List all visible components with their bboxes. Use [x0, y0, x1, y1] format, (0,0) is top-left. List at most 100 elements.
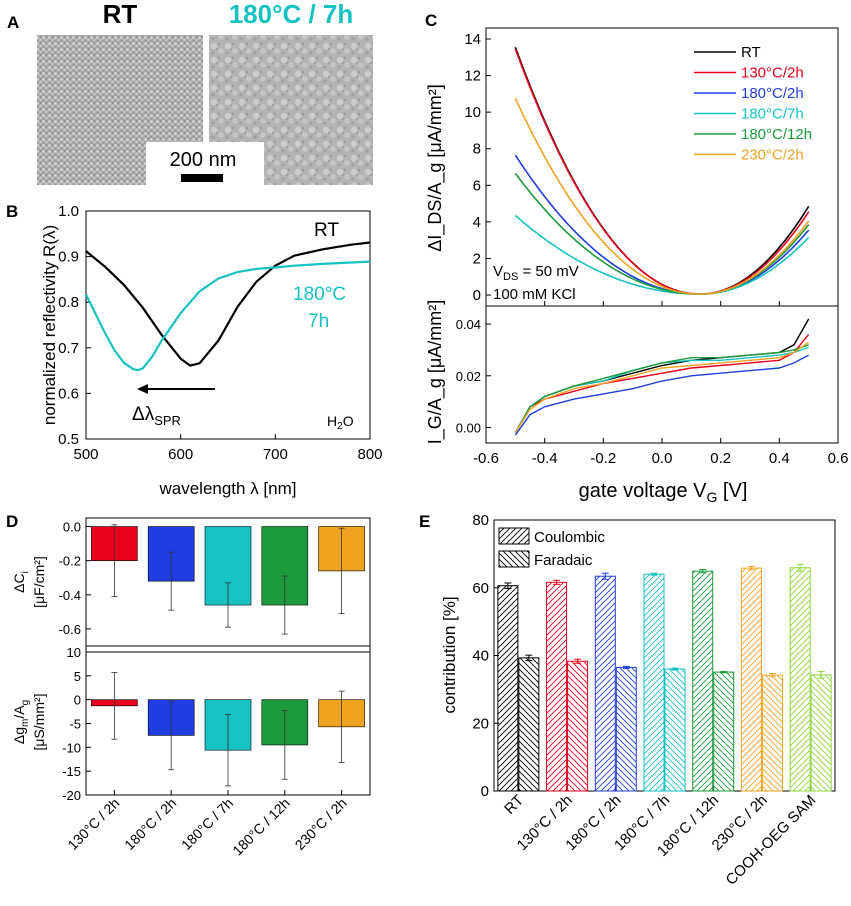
xlabel-d-3: 180°C / 12h: [229, 795, 293, 859]
ytick-label-d-bottom: 5: [74, 669, 81, 684]
ytick-label-b: 0.7: [58, 340, 79, 357]
xtick-label-b: 700: [263, 446, 288, 463]
ytick-label-c-top: 0: [473, 287, 481, 304]
xtick-label-c: -0.6: [473, 450, 499, 467]
series-line-b-1: [85, 260, 371, 372]
ytick-label-c-top: 6: [473, 177, 481, 194]
legend-label-c-c130: 130°C/2h: [741, 65, 804, 82]
ylabel-b: normalized reflectivity R(λ): [40, 225, 59, 425]
scale-bar-label: 200 nm: [170, 149, 237, 171]
ytick-label-c-bottom: 0.04: [456, 317, 481, 332]
legend-e: Coulombic Faradaic: [498, 527, 605, 569]
medium-label: H2O: [327, 413, 354, 432]
axis-ticks-d: 0.0 -0.2 -0.4 -0.6 10 5 0 -5 -10 -15 -20: [59, 520, 343, 803]
xtick-label-c: 0.2: [710, 450, 731, 467]
ytick-label-c-top: 14: [464, 31, 481, 48]
bar-e-faradaic-2: [615, 666, 637, 792]
xlabel-d-1: 180°C / 2h: [121, 795, 179, 853]
bar-e-faradaic-0: [518, 657, 540, 792]
bar-e-coulombic-0: [497, 585, 519, 792]
legend-label-e-0: Coulombic: [534, 529, 605, 546]
xlabel-b: wavelength λ [nm]: [158, 479, 296, 498]
series-c-bottom: [514, 318, 810, 436]
bar-e-coulombic-3: [643, 573, 665, 792]
ylabel-c-bottom: I_G/A_g [μA/mm²]: [425, 300, 446, 444]
bar-e-faradaic-5: [761, 674, 783, 792]
bar-e-coulombic-5: [740, 567, 762, 792]
panel-d: D 0.0 -0.2 -0.4 -0.6 10 5 0 -5 -10 -15 -20 ΔCi [μF…: [6, 512, 371, 859]
ytick-label-e: 60: [472, 580, 489, 597]
ylabel-d-top-1: ΔCi: [11, 571, 31, 593]
xlabel-d-2: 180°C / 7h: [178, 795, 236, 853]
ytick-label-c-bottom: 0.02: [456, 369, 481, 384]
bar-e-coulombic-2: [594, 575, 616, 792]
series-c-top: [514, 46, 810, 295]
shift-arrow-head: [137, 384, 148, 394]
bar-e-faradaic-4: [713, 671, 735, 792]
panel-c-label: C: [425, 11, 437, 30]
xtick-label-c: -0.2: [590, 450, 616, 467]
ytick-label-e: 0: [481, 783, 489, 800]
gate-curve-c-c180_2h: [514, 354, 810, 436]
bars-d: [91, 524, 365, 787]
ytick-label-e: 20: [472, 715, 489, 732]
panel-d-label: D: [6, 512, 18, 531]
curve-c-c230: [514, 98, 810, 295]
annotation-annealed-2: 7h: [308, 311, 329, 332]
curve-c-c180_7h: [514, 214, 810, 295]
gate-curve-c-c130: [514, 333, 810, 434]
legend-label-c-c180_7h: 180°C/7h: [741, 106, 804, 123]
kcl-label: 100 mM KCl: [493, 286, 576, 303]
ytick-label-e: 80: [472, 512, 489, 529]
ytick-label-c-top: 4: [473, 214, 481, 231]
curve-c-c180_12h: [514, 172, 810, 295]
xtick-label-c: 0.4: [769, 450, 790, 467]
panel-b: B 0.5 0.6 0.7 0.8 0.9 1.0 500 600 700 800 normali…: [6, 202, 383, 498]
annotation-rt: RT: [314, 220, 339, 241]
bar-e-coulombic-1: [546, 581, 568, 792]
series-b: [85, 241, 371, 372]
ytick-label-d-bottom: 10: [67, 645, 81, 660]
xlabel-c: gate voltage VG [V]: [579, 480, 748, 505]
annotation-annealed-1: 180°C: [293, 284, 346, 305]
plot-gap-d: [87, 647, 369, 651]
xtick-label-c: 0.6: [828, 450, 849, 467]
ytick-label-c-top: 12: [464, 68, 481, 85]
ytick-label-d-top: -0.4: [59, 588, 81, 603]
ylabel-d-bottom-1: Δgm/Ag: [11, 700, 31, 744]
shift-annotation: ΔλSPR: [132, 404, 181, 428]
ytick-label-d-bottom: 0: [74, 693, 81, 708]
bar-e-coulombic-4: [692, 570, 714, 792]
xtick-label-c: 0.0: [652, 450, 673, 467]
ylabel-d-top-2: [μF/cm²]: [31, 556, 47, 608]
axis-ticks-b: 0.5 0.6 0.7 0.8 0.9 1.0 500 600 700 800: [58, 203, 382, 463]
series-line-b-0: [85, 241, 371, 367]
ylabel-e: contribution [%]: [440, 596, 459, 713]
ytick-label-d-bottom: -20: [62, 788, 81, 803]
ytick-label-b: 1.0: [58, 203, 79, 220]
ytick-label-e: 40: [472, 648, 489, 665]
gate-curve-c-rt: [514, 318, 810, 434]
ytick-label-b: 0.5: [58, 431, 79, 448]
ytick-label-d-bottom: -5: [69, 717, 81, 732]
bar-e-faradaic-6: [810, 674, 832, 792]
panel-c: C 0 2 4 6 8 10 12 14 0.00 0.02 0.04 -0.6 -0.4 -0.2 0.0…: [425, 11, 848, 505]
ytick-label-d-top: 0.0: [63, 520, 81, 535]
xtick-label-b: 500: [73, 446, 98, 463]
bar-e-coulombic-6: [789, 567, 811, 792]
ylabel-d-bottom-2: [μS/mm²]: [31, 693, 47, 750]
bar-e-faradaic-1: [567, 660, 589, 792]
curve-c-c130: [514, 48, 810, 295]
gate-curve-c-c180_12h: [514, 344, 809, 434]
panel-e: E 0 20 40 60 80 Coulombic Faradaic contributi…: [419, 512, 836, 889]
sem-title-rt: RT: [103, 0, 138, 29]
ytick-label-c-top: 2: [473, 250, 481, 267]
legend-swatch-e-0: [498, 527, 530, 545]
legend-c: RT 130°C/2h 180°C/2h 180°C/7h 180°C/12h 230°C…: [694, 44, 812, 164]
legend-label-c-rt: RT: [741, 44, 761, 61]
xtick-label-c: -0.4: [532, 450, 558, 467]
ytick-label-b: 0.6: [58, 385, 79, 402]
ytick-label-d-bottom: -10: [62, 740, 81, 755]
